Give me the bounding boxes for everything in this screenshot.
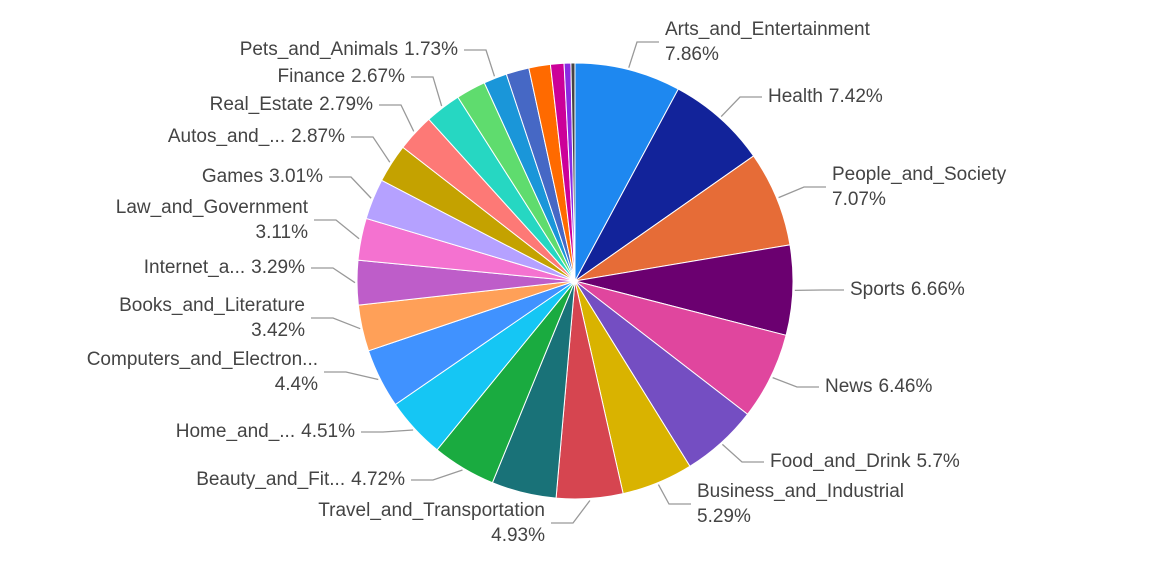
leader-line (311, 268, 355, 283)
slice-label-name: Sports (850, 279, 905, 300)
leader-line (314, 220, 359, 239)
slice-label: Sports 6.66% (850, 279, 965, 300)
slice-label-name: Games (202, 166, 263, 187)
leader-line (324, 372, 378, 379)
slice-label: Arts_and_Entertainment 7.86% (665, 19, 871, 65)
slice-label-name: People_and_Society (832, 164, 1007, 185)
slice-label-name: Health (768, 86, 823, 107)
slice-label-value: 3.01% (269, 166, 323, 187)
slice-label-value: 4.51% (301, 421, 355, 442)
slice-label-name: News (825, 376, 873, 397)
slice-label-value: 2.67% (351, 66, 405, 87)
slice-label: Games 3.01% (202, 166, 323, 187)
slice-label-value: 6.46% (879, 376, 933, 397)
leader-line (779, 187, 826, 198)
leader-line (722, 444, 764, 462)
slice-label-value: 5.29% (697, 506, 751, 527)
slice-label-name: Real_Estate (210, 94, 314, 115)
slice-label: Travel_and_Transportation 4.93% (318, 500, 545, 546)
slice-label-name: Travel_and_Transportation (318, 500, 545, 521)
leader-line (658, 485, 691, 504)
slice-label-value: 7.86% (665, 44, 719, 65)
leader-line (773, 378, 819, 387)
slice-label-name: Autos_and_... (168, 126, 285, 147)
slice-label: Home_and_... 4.51% (176, 421, 355, 442)
slice-label: Computers_and_Electron... 4.4% (87, 349, 318, 395)
slice-label-name: Arts_and_Entertainment (665, 19, 871, 40)
slice-label: Internet_a... 3.29% (144, 257, 305, 278)
slice-label-name: Law_and_Government (116, 197, 309, 218)
slice-label: People_and_Society 7.07% (832, 164, 1007, 210)
slice-label-value: 2.79% (319, 94, 373, 115)
slice-label: Law_and_Government 3.11% (116, 197, 309, 243)
leader-line (629, 42, 659, 68)
slice-label-name: Food_and_Drink (770, 451, 911, 472)
leader-line (721, 97, 762, 117)
leader-line (551, 500, 590, 523)
slice-label-value: 7.07% (832, 189, 886, 210)
slice-label: Business_and_Industrial 5.29% (697, 481, 904, 527)
slice-label: Autos_and_... 2.87% (168, 126, 345, 147)
slice-label: News 6.46% (825, 376, 932, 397)
slice-label-name: Pets_and_Animals (240, 39, 398, 60)
slice-label-value: 4.93% (491, 525, 545, 546)
slice-label-value: 7.42% (829, 86, 883, 107)
leader-line (361, 430, 413, 432)
slice-label-value: 5.7% (916, 451, 959, 472)
slice-label-value: 3.29% (251, 257, 305, 278)
leader-line (411, 77, 442, 106)
slice-label: Books_and_Literature 3.42% (119, 295, 305, 341)
slice-label-value: 2.87% (291, 126, 345, 147)
leader-line (379, 105, 414, 131)
leader-line (464, 50, 494, 76)
slice-label-value: 4.72% (351, 469, 405, 490)
slice-label: Health 7.42% (768, 86, 883, 107)
leader-line (351, 137, 390, 162)
slice-label-name: Computers_and_Electron... (87, 349, 318, 370)
leader-line (411, 470, 462, 480)
slice-label-value: 3.11% (256, 222, 309, 243)
slice-label-name: Business_and_Industrial (697, 481, 904, 502)
slice-label-name: Books_and_Literature (119, 295, 305, 316)
slice-label: Pets_and_Animals 1.73% (240, 39, 458, 60)
slice-label-value: 1.73% (404, 39, 458, 60)
slice-label-value: 6.66% (911, 279, 965, 300)
slice-label-value: 4.4% (275, 374, 318, 395)
slice-label-value: 3.42% (251, 320, 305, 341)
leader-line (311, 318, 360, 329)
slice-label-name: Finance (278, 66, 346, 87)
leader-line (329, 177, 371, 198)
slice-label-name: Beauty_and_Fit... (196, 469, 345, 490)
slice-label-name: Home_and_... (176, 421, 295, 442)
slice-label-name: Internet_a... (144, 257, 245, 278)
slice-label: Beauty_and_Fit... 4.72% (196, 469, 405, 490)
